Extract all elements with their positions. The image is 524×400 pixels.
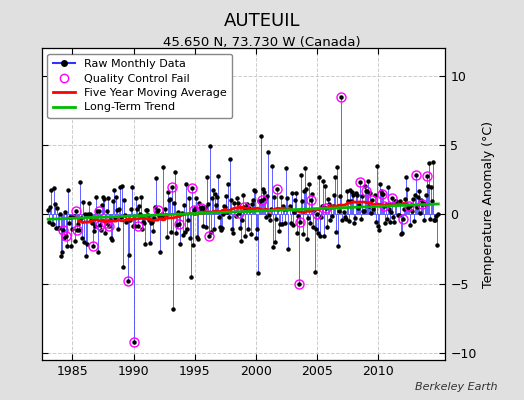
Text: 45.650 N, 73.730 W (Canada): 45.650 N, 73.730 W (Canada)	[163, 36, 361, 49]
Text: AUTEUIL: AUTEUIL	[224, 12, 300, 30]
Legend: Raw Monthly Data, Quality Control Fail, Five Year Moving Average, Long-Term Tren: Raw Monthly Data, Quality Control Fail, …	[48, 54, 233, 118]
Text: Berkeley Earth: Berkeley Earth	[416, 382, 498, 392]
Y-axis label: Temperature Anomaly (°C): Temperature Anomaly (°C)	[482, 120, 495, 288]
